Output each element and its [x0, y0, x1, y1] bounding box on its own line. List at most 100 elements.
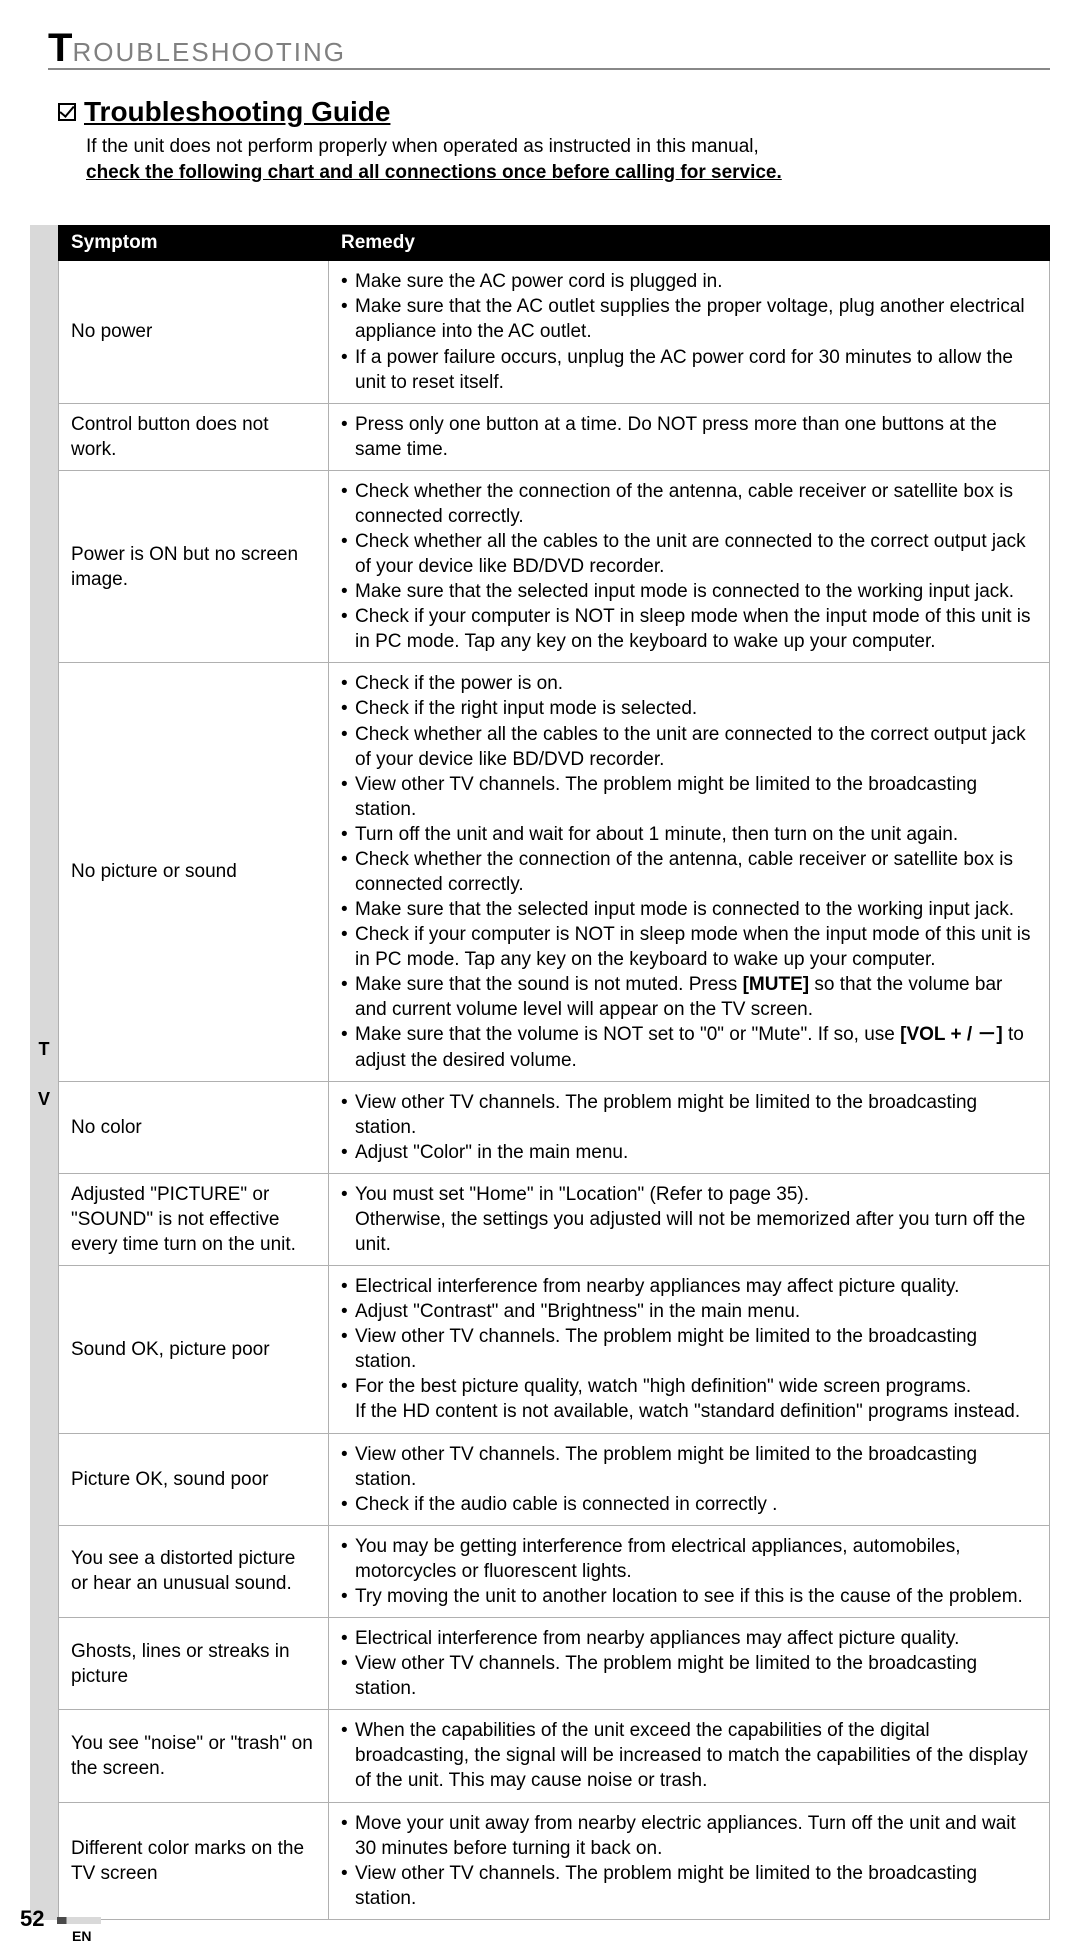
remedy-list: Move your unit away from nearby electric… — [341, 1811, 1037, 1911]
remedy-item: You must set "Home" in "Location" (Refer… — [341, 1182, 1037, 1257]
remedy-cell: Make sure the AC power cord is plugged i… — [329, 261, 1050, 403]
remedy-list: You must set "Home" in "Location" (Refer… — [341, 1182, 1037, 1257]
symptom-cell: Picture OK, sound poor — [59, 1433, 329, 1525]
remedy-list: Check whether the connection of the ante… — [341, 479, 1037, 655]
intro-line1: If the unit does not perform properly wh… — [86, 134, 1050, 160]
remedy-cell: You must set "Home" in "Location" (Refer… — [329, 1173, 1050, 1265]
checkbox-icon — [58, 103, 76, 121]
remedy-cell: Move your unit away from nearby electric… — [329, 1802, 1050, 1919]
remedy-item: Check whether all the cables to the unit… — [341, 722, 1037, 772]
remedy-item: View other TV channels. The problem migh… — [341, 1861, 1037, 1911]
remedy-cell: Check if the power is on.Check if the ri… — [329, 663, 1050, 1081]
remedy-item: Turn off the unit and wait for about 1 m… — [341, 822, 1037, 847]
remedy-item: Move your unit away from nearby electric… — [341, 1811, 1037, 1861]
remedy-list: Electrical interference from nearby appl… — [341, 1626, 1037, 1701]
remedy-list: Make sure the AC power cord is plugged i… — [341, 269, 1037, 394]
remedy-item: Check whether the connection of the ante… — [341, 479, 1037, 529]
header-symptom: Symptom — [59, 226, 329, 261]
remedy-item: Electrical interference from nearby appl… — [341, 1274, 1037, 1299]
table-row: You see "noise" or "trash" on the screen… — [59, 1710, 1050, 1802]
chapter-header: T ROUBLESHOOTING — [48, 28, 1050, 70]
remedy-item: When the capabilities of the unit exceed… — [341, 1718, 1037, 1793]
remedy-list: Press only one button at a time. Do NOT … — [341, 412, 1037, 462]
symptom-cell: Different color marks on the TV screen — [59, 1802, 329, 1919]
remedy-item: Make sure that the selected input mode i… — [341, 579, 1037, 604]
remedy-item: Electrical interference from nearby appl… — [341, 1626, 1037, 1651]
remedy-item: Check whether all the cables to the unit… — [341, 529, 1037, 579]
remedy-item: Check whether the connection of the ante… — [341, 847, 1037, 897]
remedy-cell: Electrical interference from nearby appl… — [329, 1618, 1050, 1710]
remedy-item: View other TV channels. The problem migh… — [341, 1324, 1037, 1374]
symptom-cell: Control button does not work. — [59, 403, 329, 470]
table-row: Different color marks on the TV screenMo… — [59, 1802, 1050, 1919]
remedy-item: Check if the power is on. — [341, 671, 1037, 696]
remedy-cell: Electrical interference from nearby appl… — [329, 1266, 1050, 1433]
remedy-item: View other TV channels. The problem migh… — [341, 772, 1037, 822]
side-tab: T V — [30, 225, 58, 1920]
remedy-item: Check if the right input mode is selecte… — [341, 696, 1037, 721]
remedy-item: Make sure that the selected input mode i… — [341, 897, 1037, 922]
remedy-item: Make sure that the sound is not muted. P… — [341, 972, 1037, 1022]
remedy-item: View other TV channels. The problem migh… — [341, 1090, 1037, 1140]
remedy-list: When the capabilities of the unit exceed… — [341, 1718, 1037, 1793]
remedy-item: View other TV channels. The problem migh… — [341, 1442, 1037, 1492]
symptom-cell: Sound OK, picture poor — [59, 1266, 329, 1433]
remedy-cell: View other TV channels. The problem migh… — [329, 1433, 1050, 1525]
symptom-cell: Power is ON but no screen image. — [59, 470, 329, 663]
table-row: Sound OK, picture poor Electrical interfe… — [59, 1266, 1050, 1433]
symptom-cell: Adjusted "PICTURE" or "SOUND" is not eff… — [59, 1173, 329, 1265]
table-row: Control button does not work.Press only … — [59, 403, 1050, 470]
remedy-list: Check if the power is on.Check if the ri… — [341, 671, 1037, 1072]
remedy-item: Make sure that the volume is NOT set to … — [341, 1022, 1037, 1072]
remedy-item: For the best picture quality, watch "hig… — [341, 1374, 1037, 1424]
table-row: Power is ON but no screen image.Check wh… — [59, 470, 1050, 663]
intro-text: If the unit does not perform properly wh… — [86, 134, 1050, 185]
remedy-item: Check if your computer is NOT in sleep m… — [341, 604, 1037, 654]
section-title: Troubleshooting Guide — [84, 96, 390, 128]
remedy-cell: Press only one button at a time. Do NOT … — [329, 403, 1050, 470]
page-lang: EN — [72, 1928, 91, 1944]
remedy-item: Try moving the unit to another location … — [341, 1584, 1037, 1609]
remedy-list: Electrical interference from nearby appl… — [341, 1274, 1037, 1424]
table-row: You see a distorted picture or hear an u… — [59, 1525, 1050, 1617]
symptom-cell: You see "noise" or "trash" on the screen… — [59, 1710, 329, 1802]
symptom-cell: You see a distorted picture or hear an u… — [59, 1525, 329, 1617]
section-title-row: Troubleshooting Guide — [58, 96, 1050, 128]
table-row: No colorView other TV channels. The prob… — [59, 1081, 1050, 1173]
chapter-rest: ROUBLESHOOTING — [72, 37, 346, 68]
page-number-value: 52 — [20, 1906, 44, 1931]
remedy-item: Check if the audio cable is connected in… — [341, 1492, 1037, 1517]
remedy-item: Make sure the AC power cord is plugged i… — [341, 269, 1037, 294]
remedy-list: You may be getting interference from ele… — [341, 1534, 1037, 1609]
table-row: No power Make sure the AC power cord is p… — [59, 261, 1050, 403]
table-row: Ghosts, lines or streaks in picture Elect… — [59, 1618, 1050, 1710]
remedy-cell: When the capabilities of the unit exceed… — [329, 1710, 1050, 1802]
table-row: Picture OK, sound poorView other TV chan… — [59, 1433, 1050, 1525]
remedy-list: View other TV channels. The problem migh… — [341, 1090, 1037, 1165]
troubleshooting-table: Symptom Remedy No power Make sure the AC … — [58, 225, 1050, 1920]
table-header-row: Symptom Remedy — [59, 226, 1050, 261]
remedy-cell: View other TV channels. The problem migh… — [329, 1081, 1050, 1173]
page-bar-icon — [57, 1917, 101, 1924]
page-number: 52 EN — [20, 1906, 101, 1932]
remedy-item: If a power failure occurs, unplug the AC… — [341, 345, 1037, 395]
remedy-item: Press only one button at a time. Do NOT … — [341, 412, 1037, 462]
remedy-item: Make sure that the AC outlet supplies th… — [341, 294, 1037, 344]
symptom-cell: Ghosts, lines or streaks in picture — [59, 1618, 329, 1710]
remedy-item: Check if your computer is NOT in sleep m… — [341, 922, 1037, 972]
header-remedy: Remedy — [329, 226, 1050, 261]
side-letter-t: T — [30, 1039, 58, 1060]
remedy-cell: You may be getting interference from ele… — [329, 1525, 1050, 1617]
remedy-list: View other TV channels. The problem migh… — [341, 1442, 1037, 1517]
table-row: No picture or soundCheck if the power is… — [59, 663, 1050, 1081]
remedy-item: Adjust "Contrast" and "Brightness" in th… — [341, 1299, 1037, 1324]
side-letter-v: V — [30, 1089, 58, 1110]
symptom-cell: No power — [59, 261, 329, 403]
symptom-cell: No picture or sound — [59, 663, 329, 1081]
remedy-item: You may be getting interference from ele… — [341, 1534, 1037, 1584]
remedy-item: View other TV channels. The problem migh… — [341, 1651, 1037, 1701]
intro-line2: check the following chart and all connec… — [86, 160, 1050, 186]
symptom-cell: No color — [59, 1081, 329, 1173]
remedy-item: Adjust "Color" in the main menu. — [341, 1140, 1037, 1165]
chapter-initial: T — [48, 28, 72, 68]
